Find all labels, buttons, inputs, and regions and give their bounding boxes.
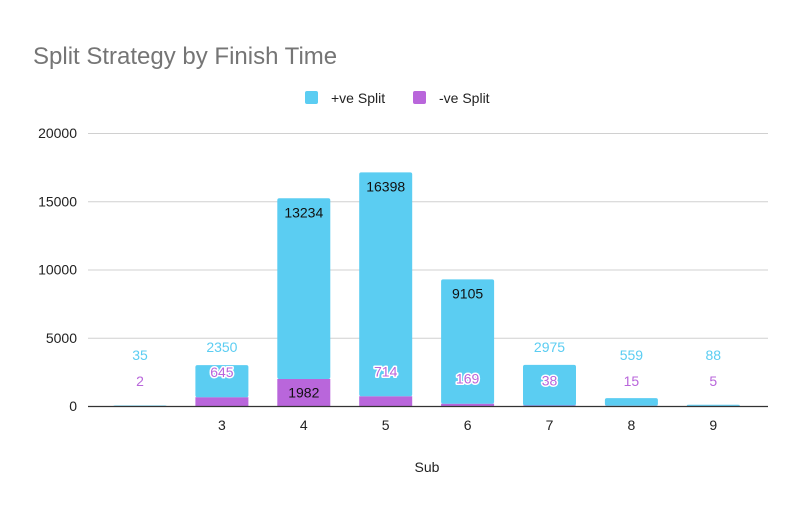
data-label-positive: 13234	[284, 204, 323, 220]
bar-positive-split	[605, 398, 658, 406]
x-tick-label: 7	[546, 417, 554, 433]
data-label-negative: 714	[374, 363, 398, 379]
bar-positive-split	[687, 405, 740, 406]
bar-positive-split	[277, 198, 330, 379]
y-tick-label: 20000	[38, 125, 77, 141]
bar-negative-split	[195, 397, 248, 406]
data-label-positive: 559	[620, 347, 644, 363]
data-label-positive: 9105	[452, 285, 483, 301]
data-label-positive: 2350	[206, 339, 237, 355]
data-label-negative: 169	[456, 371, 480, 387]
data-label-negative: 2	[136, 373, 144, 389]
x-tick-label: 4	[300, 417, 308, 433]
x-tick-label: 6	[464, 417, 472, 433]
data-label-positive: 16398	[366, 178, 405, 194]
data-label-positive: 88	[706, 347, 722, 363]
data-label-positive: 35	[132, 347, 148, 363]
x-tick-label: 3	[218, 417, 226, 433]
y-tick-label: 15000	[38, 193, 77, 209]
bar-negative-split	[441, 404, 494, 406]
y-tick-label: 0	[69, 398, 77, 414]
legend-label-negative: -ve Split	[439, 90, 490, 106]
legend: +ve Split -ve Split	[305, 90, 490, 106]
x-axis-title: Sub	[415, 459, 440, 475]
data-label-negative: 5	[709, 373, 717, 389]
legend-swatch-negative	[413, 91, 426, 104]
data-label-negative: 38	[542, 372, 558, 388]
y-tick-label: 5000	[46, 330, 77, 346]
legend-swatch-positive	[305, 91, 318, 104]
data-label-negative: 1982	[288, 384, 319, 400]
chart-title: Split Strategy by Finish Time	[33, 43, 337, 70]
bar-negative-split	[359, 396, 412, 406]
legend-label-positive: +ve Split	[331, 90, 385, 106]
data-label-negative: 645	[210, 364, 234, 380]
data-label-positive: 2975	[534, 339, 565, 355]
x-tick-label: 8	[628, 417, 636, 433]
x-tick-label: 9	[709, 417, 717, 433]
data-label-negative: 15	[624, 373, 640, 389]
x-tick-label: 5	[382, 417, 390, 433]
y-tick-label: 10000	[38, 262, 77, 278]
